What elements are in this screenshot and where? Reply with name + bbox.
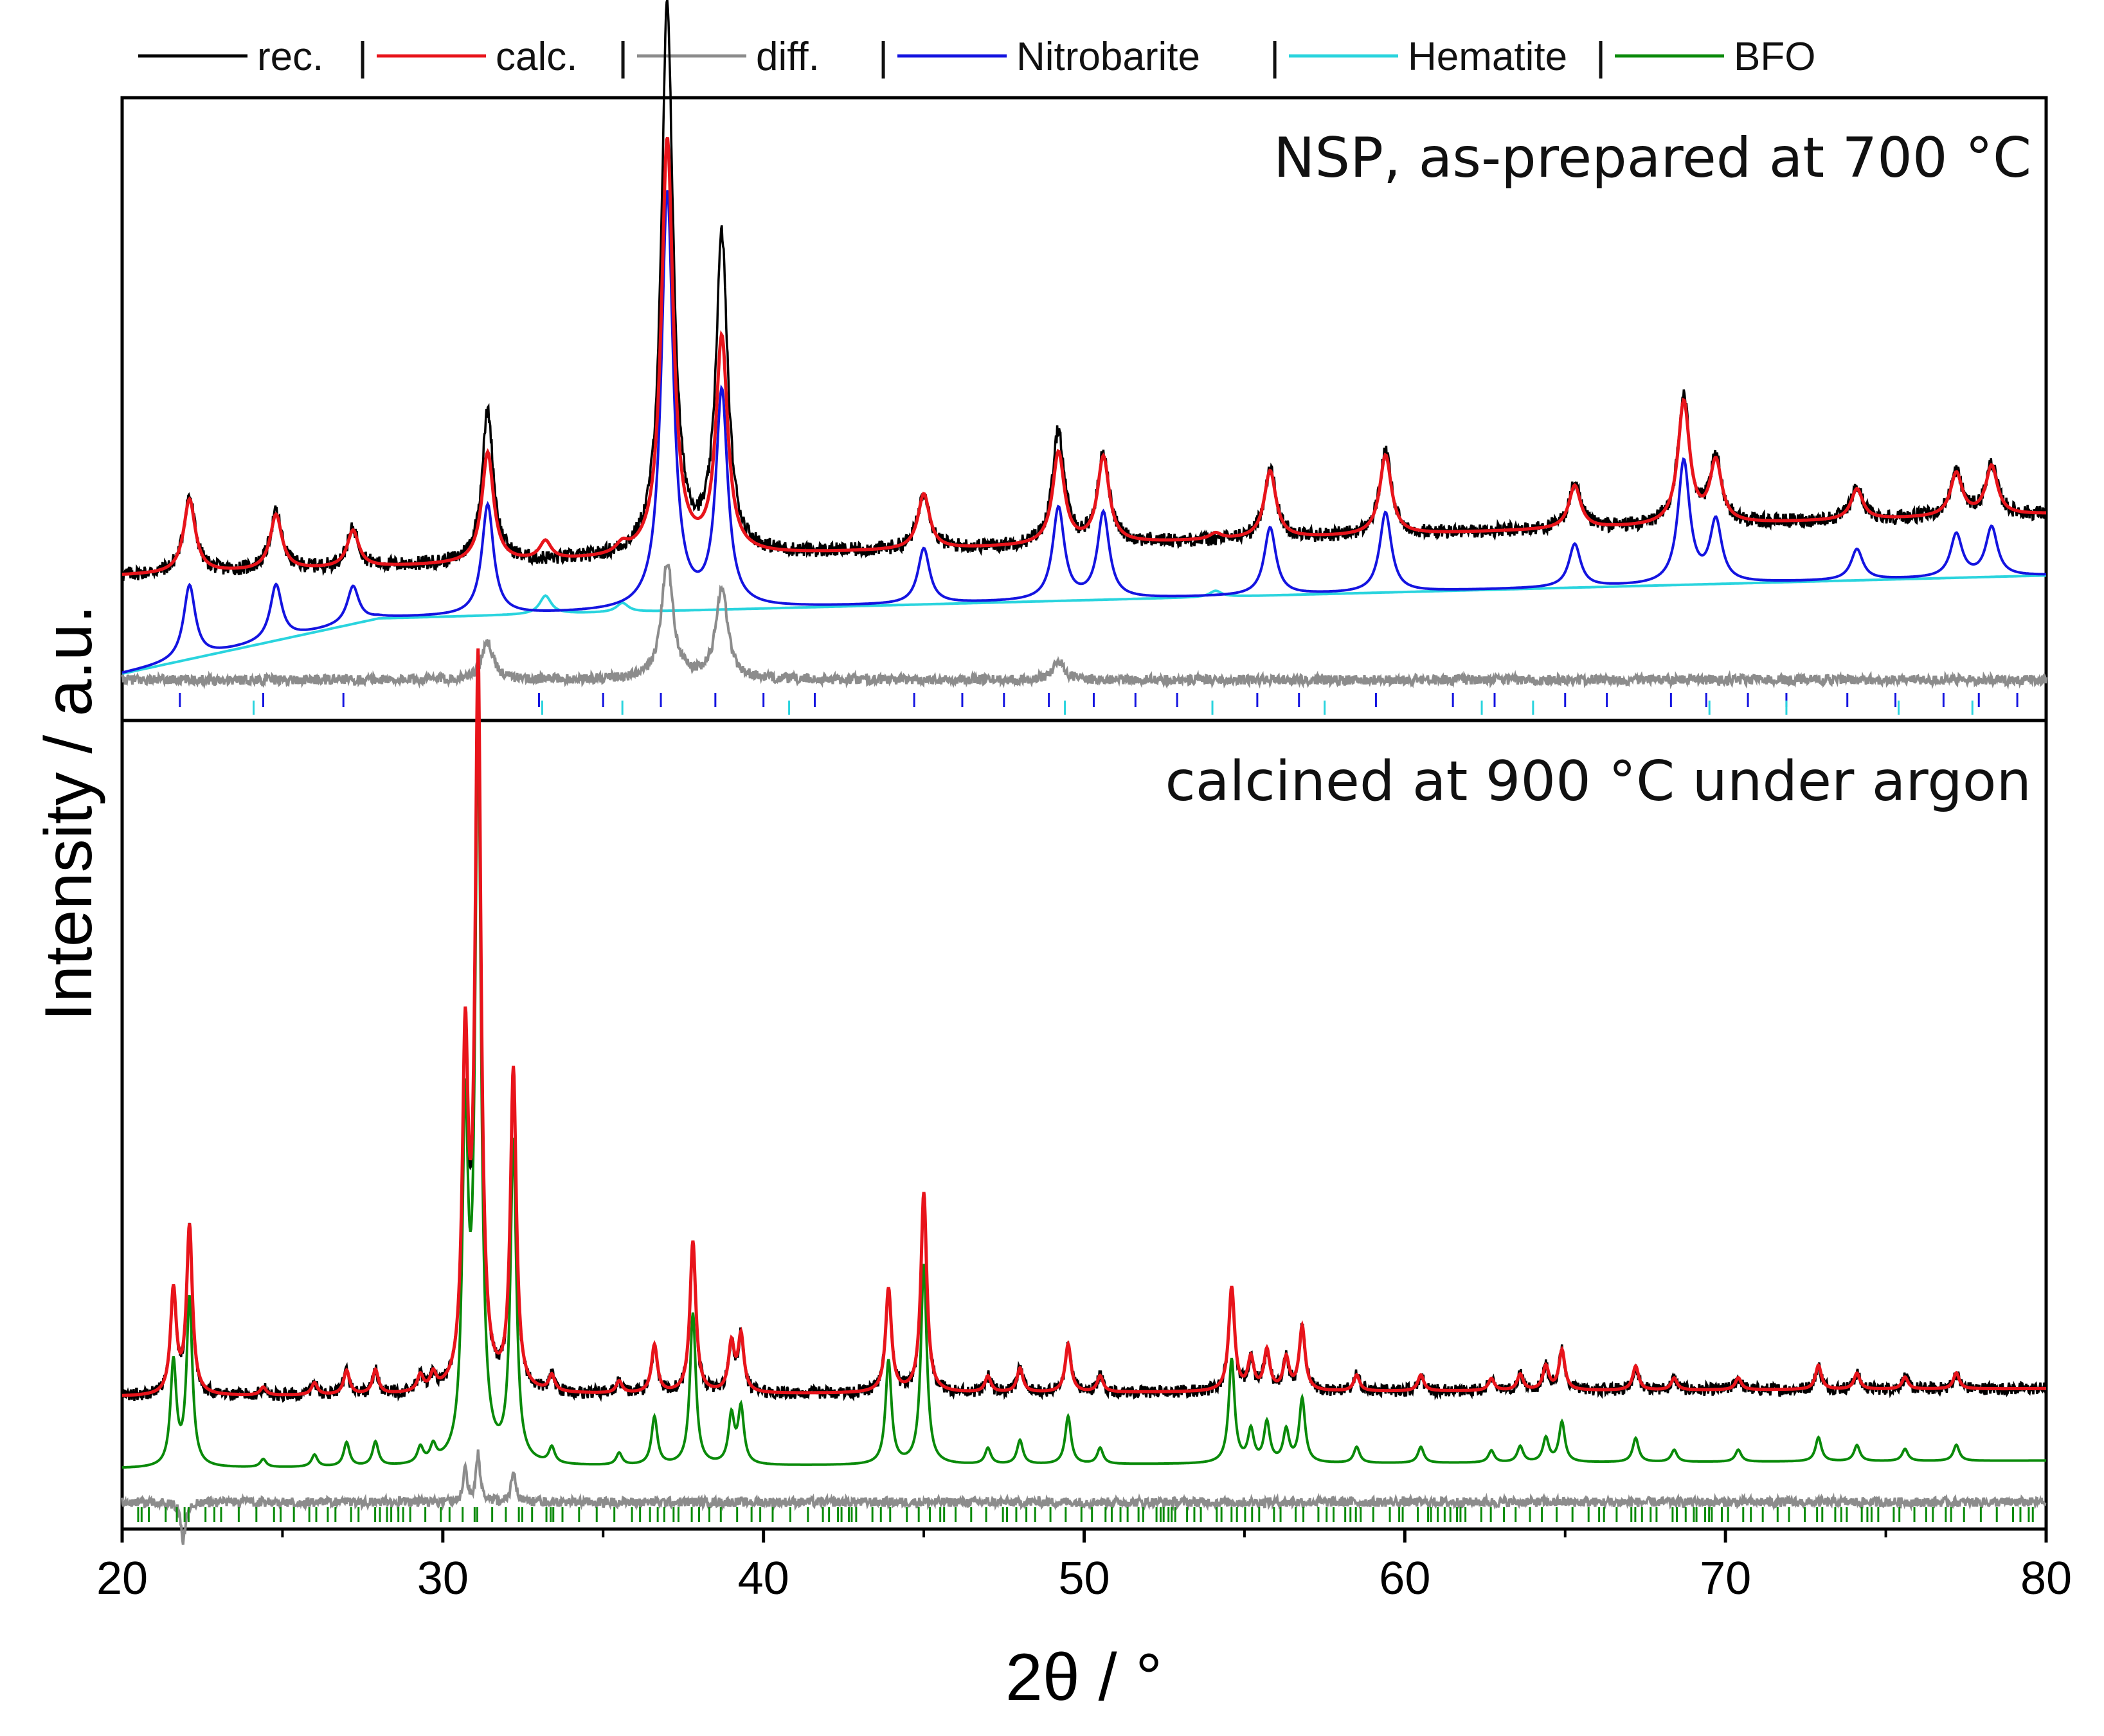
x-tick-label-40: 40 [738, 1553, 789, 1604]
x-tick-label-20: 20 [96, 1553, 148, 1604]
x-axis: 20 30 40 50 60 70 80 [96, 1529, 2072, 1604]
series-calc-top [121, 136, 2046, 577]
x-tick-label-30: 30 [417, 1553, 469, 1604]
annotation-top: NSP, as-prepared at 700 °C [1273, 126, 2031, 190]
legend-label-calc: calc. [496, 35, 577, 79]
x-tick-label-70: 70 [1700, 1553, 1751, 1604]
legend: rec. | calc. | diff. | Nitrobarite | Hematite | BF… [138, 35, 1815, 79]
panel-top-700C [121, 0, 2047, 715]
x-tick-label-80: 80 [2020, 1553, 2072, 1604]
series-diff-top [121, 564, 2047, 690]
y-axis-label: Intensity / a.u. [31, 605, 106, 1021]
legend-label-diff: diff. [756, 35, 820, 79]
x-tick-label-60: 60 [1379, 1553, 1430, 1604]
legend-separator: | [1270, 35, 1280, 79]
series-calc-bottom [122, 648, 2046, 1397]
panel-bottom-900C [121, 648, 2047, 1545]
legend-label-bfo: BFO [1734, 35, 1815, 79]
series-diff-bottom [121, 1449, 2047, 1545]
annotation-bottom: calcined at 900 °C under argon [1165, 749, 2032, 814]
series-hematite-top [121, 574, 2047, 676]
series-bfo-bottom [121, 720, 2046, 1469]
series-rec-top [121, 0, 2047, 581]
x-tick-label-50: 50 [1058, 1553, 1110, 1604]
series-nitrobarite-top [121, 190, 2046, 674]
legend-label-nitrobarite: Nitrobarite [1016, 35, 1200, 79]
legend-separator: | [1596, 35, 1606, 79]
legend-label-rec: rec. [257, 35, 323, 79]
legend-separator: | [357, 35, 368, 79]
x-axis-label: 2θ / ° [1005, 1640, 1162, 1715]
legend-separator: | [618, 35, 628, 79]
legend-separator: | [878, 35, 888, 79]
legend-label-hematite: Hematite [1408, 35, 1567, 79]
